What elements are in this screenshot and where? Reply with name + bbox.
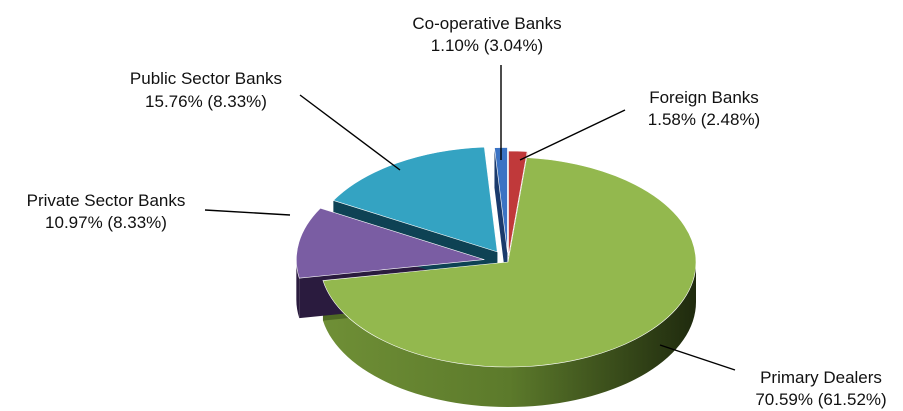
label-foreign-banks-value: 1.58% (2.48%) bbox=[648, 110, 760, 129]
label-public-sector-banks-name: Public Sector Banks bbox=[130, 69, 282, 88]
leader-primary-dealers bbox=[659, 344, 736, 371]
slice-primary-dealers bbox=[322, 157, 697, 368]
slice-labels: Co-operative Banks 1.10% (3.04%) Foreign… bbox=[27, 14, 887, 409]
label-foreign-banks-name: Foreign Banks bbox=[649, 88, 759, 107]
slice-tops bbox=[296, 146, 697, 368]
label-primary-dealers-name: Primary Dealers bbox=[760, 368, 882, 387]
label-private-sector-banks-value: 10.97% (8.33%) bbox=[45, 213, 167, 232]
slice-foreign-banks bbox=[508, 150, 528, 257]
label-co-operative-banks-value: 1.10% (3.04%) bbox=[431, 36, 543, 55]
slice-side-private-sector-banks bbox=[296, 259, 300, 319]
slice-public-sector-banks bbox=[332, 146, 498, 253]
slice-side-primary-dealers bbox=[322, 262, 696, 407]
label-primary-dealers-value: 70.59% (61.52%) bbox=[755, 390, 886, 409]
slice-cut-co-operative-banks bbox=[494, 147, 508, 293]
leader-lines bbox=[204, 65, 736, 371]
leader-private-sector-banks bbox=[204, 209, 291, 216]
slice-private-sector-banks bbox=[296, 207, 485, 279]
label-public-sector-banks-value: 15.76% (8.33%) bbox=[145, 92, 267, 111]
label-private-sector-banks-name: Private Sector Banks bbox=[27, 191, 186, 210]
label-co-operative-banks-name: Co-operative Banks bbox=[412, 14, 561, 33]
leader-public-sector-banks bbox=[299, 94, 401, 171]
leader-foreign-banks bbox=[519, 109, 626, 161]
